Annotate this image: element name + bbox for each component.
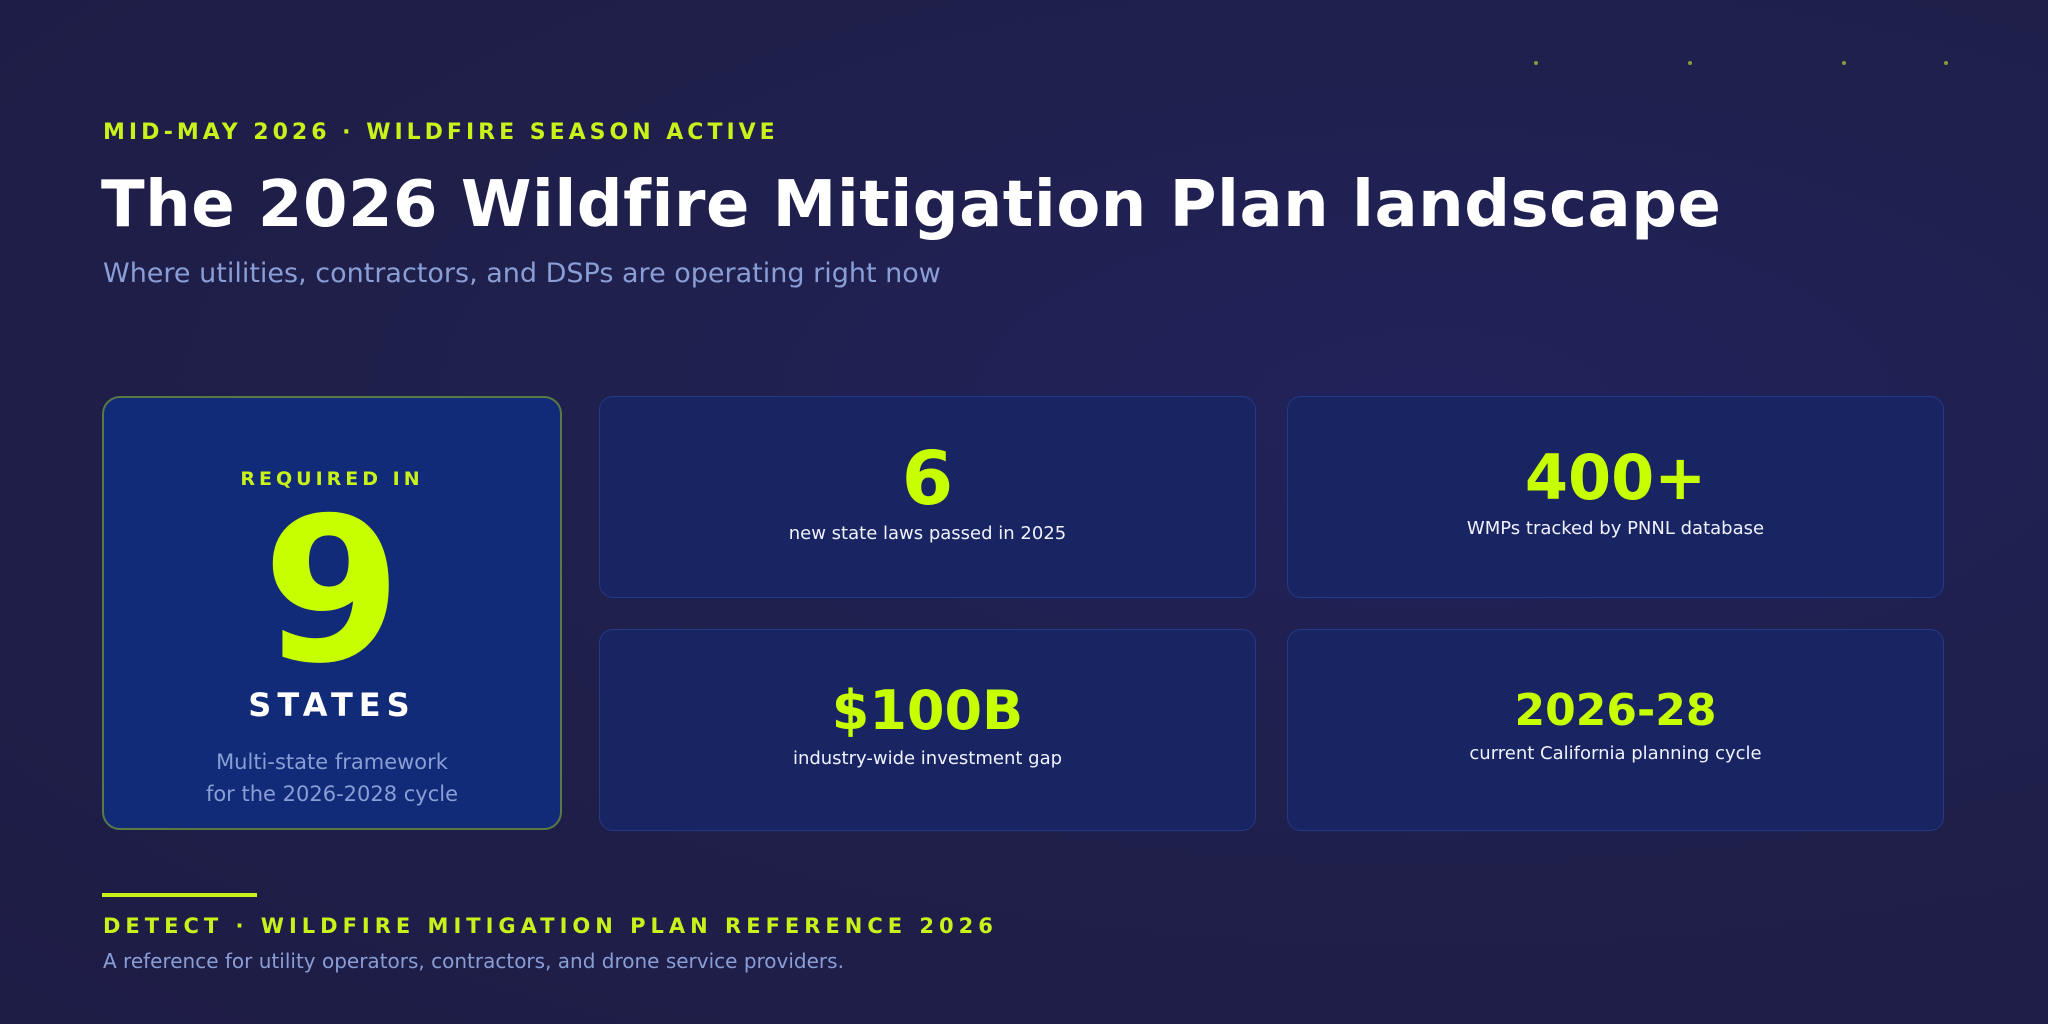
hero-stat-card: REQUIRED IN 9 STATES Multi-state framewo… — [102, 396, 562, 830]
footer-description: A reference for utility operators, contr… — [103, 949, 844, 973]
stat-label: industry-wide investment gap — [792, 748, 1063, 769]
page-subtitle: Where utilities, contractors, and DSPs a… — [103, 258, 941, 289]
hero-description-line: Multi-state framework — [216, 750, 448, 774]
stat-label: current California planning cycle — [1469, 743, 1762, 764]
hero-number: 9 — [262, 475, 402, 708]
hero-description-line: for the 2026-2028 cycle — [205, 782, 459, 806]
stat-card-laws: 6 new state laws passed in 2025 — [599, 396, 1256, 598]
hero-unit: STATES — [248, 686, 416, 724]
stat-card-wmps: 400+ WMPs tracked by PNNL database — [1287, 396, 1944, 598]
stat-card-investment: $100B industry-wide investment gap — [599, 629, 1256, 831]
decorative-dot — [1944, 61, 1948, 65]
stat-card-cycle: 2026-28 current California planning cycl… — [1287, 629, 1944, 831]
footer-accent-bar — [102, 893, 257, 897]
decorative-dot — [1842, 61, 1846, 65]
stat-label: WMPs tracked by PNNL database — [1466, 518, 1765, 539]
decorative-dot — [1688, 61, 1692, 65]
hero-description: Multi-state framework for the 2026-2028 … — [104, 746, 560, 810]
stat-value: 400+ — [1524, 441, 1707, 514]
eyebrow-label: MID-MAY 2026 · WILDFIRE SEASON ACTIVE — [103, 120, 779, 145]
stat-value: 6 — [901, 436, 954, 522]
stat-value: 2026-28 — [1514, 685, 1717, 736]
stat-value: $100B — [831, 679, 1024, 742]
hero-eyebrow: REQUIRED IN — [240, 468, 424, 490]
page-title: The 2026 Wildfire Mitigation Plan landsc… — [101, 168, 1722, 242]
stat-label: new state laws passed in 2025 — [788, 523, 1067, 544]
decorative-dot — [1534, 61, 1538, 65]
footer-title: DETECT · WILDFIRE MITIGATION PLAN REFERE… — [103, 914, 998, 938]
